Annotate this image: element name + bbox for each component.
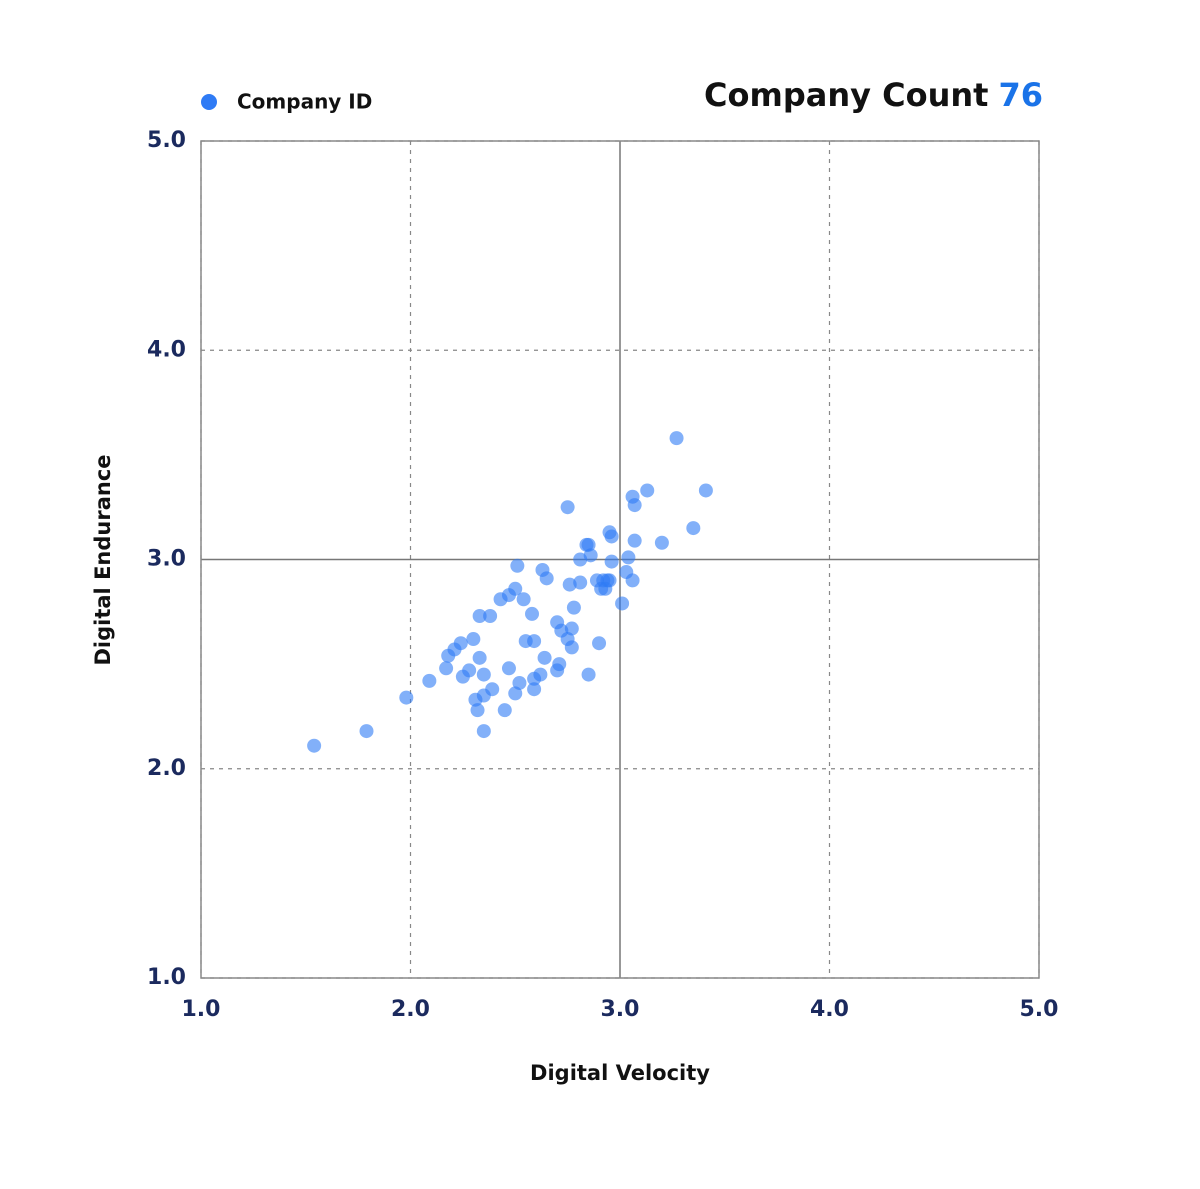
point	[399, 690, 414, 705]
plot-border	[200, 140, 1040, 979]
point	[497, 703, 512, 718]
point	[466, 632, 481, 647]
point	[453, 636, 468, 651]
point	[539, 571, 554, 586]
point	[654, 535, 669, 550]
point	[560, 500, 575, 515]
point	[604, 554, 619, 569]
point	[583, 548, 598, 563]
point	[472, 650, 487, 665]
point	[485, 682, 500, 697]
point	[462, 663, 477, 678]
y-tick-label: 4.0	[147, 337, 186, 362]
point	[602, 573, 617, 588]
point	[669, 431, 684, 446]
point	[625, 573, 640, 588]
point	[422, 673, 437, 688]
x-tick-label: 5.0	[1020, 997, 1059, 1022]
x-tick-label: 2.0	[391, 997, 430, 1022]
point	[552, 657, 567, 672]
point	[627, 533, 642, 548]
point	[564, 621, 579, 636]
point	[476, 667, 491, 682]
point	[537, 650, 552, 665]
x-tick-label: 1.0	[182, 997, 221, 1022]
point	[581, 667, 596, 682]
point	[604, 529, 619, 544]
point	[359, 724, 374, 739]
title-text: Company Count	[704, 76, 988, 114]
y-tick-label: 1.0	[147, 965, 186, 990]
point	[698, 483, 713, 498]
point	[516, 592, 531, 607]
point	[527, 634, 542, 649]
y-axis-label: Digital Endurance	[91, 454, 115, 665]
y-tick-label: 2.0	[147, 756, 186, 781]
point	[592, 636, 607, 651]
point	[501, 661, 516, 676]
point	[627, 498, 642, 513]
point	[581, 537, 596, 552]
point	[566, 600, 581, 615]
legend-label: Company ID	[237, 90, 372, 114]
point	[525, 606, 540, 621]
point	[483, 608, 498, 623]
point	[562, 577, 577, 592]
point	[640, 483, 655, 498]
x-axis-label: Digital Velocity	[530, 1061, 710, 1085]
point	[472, 608, 487, 623]
point	[470, 703, 485, 718]
point	[573, 552, 588, 567]
point	[615, 596, 630, 611]
point	[564, 640, 579, 655]
count: 76	[998, 76, 1043, 114]
point	[573, 575, 588, 590]
chart-title: Company Count 76	[704, 76, 1043, 114]
point	[476, 724, 491, 739]
point	[527, 682, 542, 697]
point	[439, 661, 454, 676]
point	[686, 521, 701, 536]
point	[512, 675, 527, 690]
point	[533, 667, 548, 682]
y-tick-label: 5.0	[147, 128, 186, 153]
legend-marker	[201, 94, 217, 110]
x-tick-label: 4.0	[810, 997, 849, 1022]
y-tick-label: 3.0	[147, 547, 186, 572]
point	[621, 550, 636, 565]
point	[510, 558, 525, 573]
x-tick-label: 3.0	[601, 997, 640, 1022]
point	[307, 738, 322, 753]
point	[508, 581, 523, 596]
